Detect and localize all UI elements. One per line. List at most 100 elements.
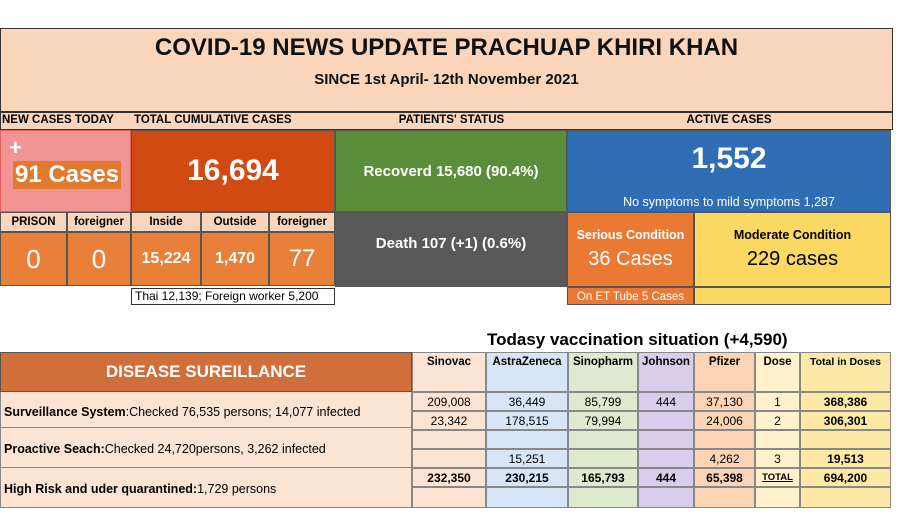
patients-status-label: PATIENTS' STATUS (398, 114, 505, 126)
vaccine-cell-pfizer (694, 430, 755, 449)
vaccine-filler-sinopharm (568, 487, 638, 508)
vaccine-cell-pfizer: 24,006 (694, 411, 755, 430)
vaccine-cell-sinovac: 23,342 (412, 411, 486, 430)
proactive-row: Proactive Seach: Checked 24,720persons, … (0, 430, 412, 468)
foreigner2-value: 77 (288, 245, 316, 272)
prison-value-box: 0 (0, 232, 67, 286)
active-value: 1,552 (691, 142, 767, 175)
section-header-row (0, 112, 893, 130)
vaccine-cell-astrazeneca: 230,215 (486, 468, 568, 487)
vaccine-cell-total: 19,513 (800, 449, 891, 468)
vaccine-cell-total (800, 430, 891, 449)
serious-note: On ET Tube 5 Cases (567, 287, 694, 305)
new-cases-value: 91 Cases (13, 161, 122, 189)
vaccine-header-sinopharm: Sinopharm (568, 352, 638, 392)
moderate-box: Moderate Condition 229 cases (694, 212, 891, 287)
vaccine-cell-sinovac: 232,350 (412, 468, 486, 487)
vaccine-cell-johnson: 444 (638, 468, 694, 487)
page-title: COVID-19 NEWS UPDATE PRACHUAP KHIRI KHAN (154, 34, 739, 61)
high-risk-row: High Risk and uder quarantined: 1,729 pe… (0, 470, 412, 508)
new-cases-plus: + (9, 135, 22, 160)
vaccine-cell-pfizer: 37,130 (694, 392, 755, 411)
vaccine-cell-sinopharm: 79,994 (568, 411, 638, 430)
foreigner1-label: foreigner (67, 212, 131, 232)
vaccine-cell-sinovac (412, 449, 486, 468)
vaccine-header-dose: Dose (755, 352, 800, 392)
foreigner1-value-box: 0 (67, 232, 131, 286)
moderate-value: 229 cases (746, 248, 839, 270)
vaccine-cell-johnson (638, 449, 694, 468)
vaccine-filler-total (800, 487, 891, 508)
vaccine-cell-dose (755, 430, 800, 449)
new-cases-box: + 91 Cases (0, 130, 131, 212)
high-risk-label: High Risk and uder quarantined: (4, 481, 198, 496)
vaccine-cell-johnson (638, 430, 694, 449)
header-band (0, 28, 893, 112)
vaccine-cell-dose: TOTAL (755, 468, 800, 487)
vaccine-cell-pfizer: 4,262 (694, 449, 755, 468)
vaccine-cell-sinopharm: 85,799 (568, 392, 638, 411)
vaccine-header-total: Total in Doses (800, 352, 891, 392)
death-box: Death 107 (+1) (0.6%) (335, 212, 567, 287)
vaccine-cell-sinopharm (568, 449, 638, 468)
vaccine-header-sinovac: Sinovac (412, 352, 486, 392)
inside-value: 15,224 (141, 250, 191, 267)
serious-value: 36 Cases (588, 248, 673, 270)
vaccine-cell-total: 306,301 (800, 411, 891, 430)
total-cases-value: 16,694 (187, 154, 279, 187)
active-box (567, 130, 891, 212)
vaccination-title: Todasy vaccination situation (+4,590) (487, 330, 788, 349)
foreigner1-value: 0 (91, 243, 107, 274)
vaccine-header-astrazeneca: AstraZeneca (486, 352, 568, 392)
vaccine-header-pfizer: Pfizer (694, 352, 755, 392)
foreigner2-value-box: 77 (269, 232, 335, 286)
vaccine-cell-pfizer: 65,398 (694, 468, 755, 487)
serious-label: Serious Condition (576, 228, 685, 242)
vaccine-filler-astrazeneca (486, 487, 568, 508)
high-risk-text: 1,729 persons (197, 481, 277, 496)
vaccine-cell-dose: 3 (755, 449, 800, 468)
active-mild-text: No symptoms to mild symptoms 1,287 (623, 195, 835, 209)
vaccine-header-johnson: Johnson (638, 352, 694, 392)
active-cases-label: ACTIVE CASES (686, 114, 772, 126)
outside-label: Outside (201, 212, 269, 232)
vaccine-cell-astrazeneca: 36,449 (486, 392, 568, 411)
surveillance-title: DISEASE SUREILLANCE (0, 352, 412, 392)
surveillance-system-text: :Checked 76,535 persons; 14,077 infected (125, 404, 361, 419)
total-cases-box: 16,694 (131, 130, 335, 212)
vaccine-cell-johnson: 444 (638, 392, 694, 411)
vaccine-cell-sinopharm: 165,793 (568, 468, 638, 487)
vaccine-cell-dose: 2 (755, 411, 800, 430)
death-value: Death 107 (+1) (0.6%) (375, 235, 527, 252)
moderate-label: Moderate Condition (733, 228, 852, 242)
proactive-text: Checked 24,720persons, 3,262 infected (104, 441, 326, 456)
breakdown-note: Thai 12,139; Foreign worker 5,200 (131, 288, 335, 305)
prison-label: PRISON (0, 212, 67, 232)
page-subtitle: SINCE 1st April- 12th November 2021 (314, 71, 579, 88)
prison-value: 0 (26, 243, 41, 274)
vaccine-cell-dose: 1 (755, 392, 800, 411)
inside-label: Inside (131, 212, 201, 232)
new-cases-label: NEW CASES TODAY (2, 114, 114, 126)
vaccine-cell-sinovac (412, 430, 486, 449)
vaccine-cell-astrazeneca (486, 430, 568, 449)
vaccine-cell-johnson (638, 411, 694, 430)
vaccine-filler-pfizer (694, 487, 755, 508)
foreigner2-label: foreigner (269, 212, 335, 232)
vaccine-cell-astrazeneca: 15,251 (486, 449, 568, 468)
serious-box: Serious Condition 36 Cases (567, 212, 694, 287)
vaccine-cell-sinovac: 209,008 (412, 392, 486, 411)
vaccine-cell-total: 368,386 (800, 392, 891, 411)
outside-value-box: 1,470 (201, 232, 269, 286)
vaccine-cell-astrazeneca: 178,515 (486, 411, 568, 430)
inside-value-box: 15,224 (131, 232, 201, 286)
vaccine-filler-johnson (638, 487, 694, 508)
vaccine-filler-sinovac (412, 487, 486, 508)
vaccine-filler-dose (755, 487, 800, 508)
vaccine-cell-total: 694,200 (800, 468, 891, 487)
recovered-value: Recoverd 15,680 (90.4%) (363, 162, 539, 180)
proactive-label: Proactive Seach: (4, 441, 105, 456)
moderate-note-cell (694, 287, 891, 305)
surveillance-system-label: Surveillance System (4, 404, 126, 419)
recovered-box: Recoverd 15,680 (90.4%) (335, 130, 567, 212)
